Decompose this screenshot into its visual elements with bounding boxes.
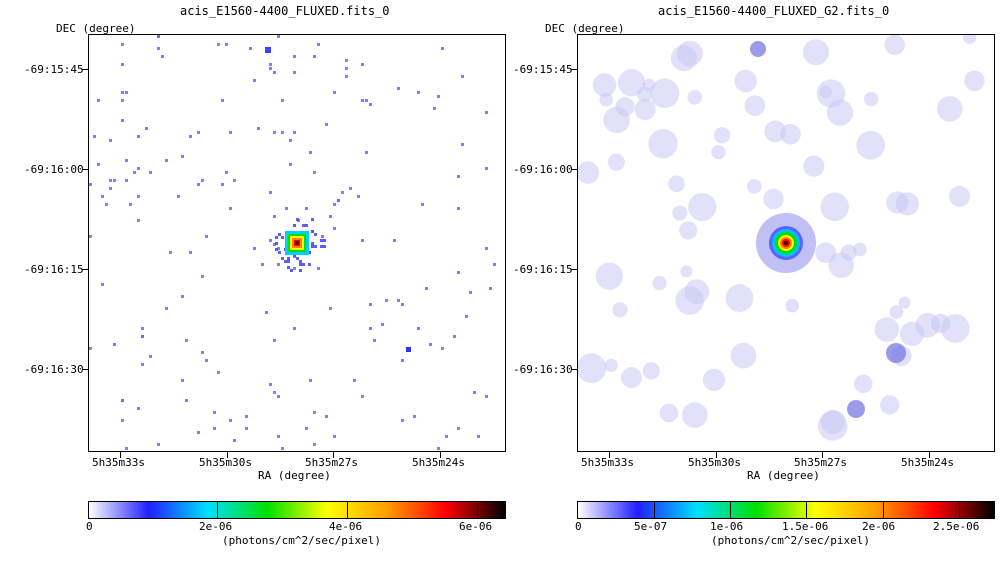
colorbar-tick-label: 6e-06 xyxy=(459,520,493,533)
colorbar-divider xyxy=(959,502,960,518)
tick-mark xyxy=(82,169,88,170)
ra-tick-label: 5h35m27s xyxy=(305,456,358,469)
colorbar-tick-label: 0 xyxy=(575,520,582,533)
ra-tick-label: 5h35m33s xyxy=(92,456,145,469)
tick-mark xyxy=(716,452,717,458)
ra-tick-label: 5h35m30s xyxy=(199,456,252,469)
ra-axis-label: RA (degree) xyxy=(258,469,331,482)
colorbar-divider xyxy=(883,502,884,518)
dec-tick-label: -69:16:00 xyxy=(513,163,573,176)
image-pixels xyxy=(89,35,496,450)
tick-mark xyxy=(571,369,577,370)
tick-mark xyxy=(609,452,610,458)
tick-mark xyxy=(571,269,577,270)
ra-axis-label: RA (degree) xyxy=(747,469,820,482)
fluxed-image-canvas[interactable] xyxy=(88,34,506,452)
colorbar-divider xyxy=(654,502,655,518)
colorbar xyxy=(88,501,506,519)
ra-tick-label: 5h35m27s xyxy=(794,456,847,469)
ra-tick-label: 5h35m30s xyxy=(688,456,741,469)
tick-mark xyxy=(82,269,88,270)
image-title: acis_E1560-4400_FLUXED_G2.fits_0 xyxy=(658,4,890,18)
colorbar-unit-label: (photons/cm^2/sec/pixel) xyxy=(711,534,870,547)
colorbar-tick-label: 1e-06 xyxy=(710,520,744,533)
colorbar-tick-label: 2.5e-06 xyxy=(933,520,980,533)
tick-mark xyxy=(571,69,577,70)
tick-mark xyxy=(227,452,228,458)
tick-mark xyxy=(82,369,88,370)
dec-tick-label: -69:16:00 xyxy=(24,163,84,176)
colorbar-divider xyxy=(477,502,478,518)
tick-mark xyxy=(929,452,930,458)
colorbar-tick-label: 5e-07 xyxy=(634,520,668,533)
colorbar-tick-label: 0 xyxy=(86,520,93,533)
dec-tick-label: -69:16:15 xyxy=(24,263,84,276)
colorbar-tick-label: 4e-06 xyxy=(329,520,363,533)
dec-axis-label: DEC (degree) xyxy=(56,22,136,35)
dec-tick-label: -69:15:45 xyxy=(24,63,84,76)
tick-mark xyxy=(120,452,121,458)
smoothed-image-canvas[interactable] xyxy=(577,34,995,452)
colorbar-tick-label: 2e-06 xyxy=(199,520,233,533)
colorbar-divider xyxy=(730,502,731,518)
tick-mark xyxy=(571,169,577,170)
tick-mark xyxy=(822,452,823,458)
colorbar-divider xyxy=(217,502,218,518)
colorbar-tick-label: 2e-06 xyxy=(862,520,896,533)
tick-mark xyxy=(82,69,88,70)
dec-tick-label: -69:15:45 xyxy=(513,63,573,76)
ra-tick-label: 5h35m33s xyxy=(581,456,634,469)
ra-tick-label: 5h35m24s xyxy=(412,456,465,469)
colorbar-unit-label: (photons/cm^2/sec/pixel) xyxy=(222,534,381,547)
image-pixels xyxy=(578,35,985,441)
image-title: acis_E1560-4400_FLUXED.fits_0 xyxy=(180,4,390,18)
dec-axis-label: DEC (degree) xyxy=(545,22,625,35)
colorbar xyxy=(577,501,995,519)
tick-mark xyxy=(440,452,441,458)
dec-tick-label: -69:16:30 xyxy=(24,363,84,376)
ra-tick-label: 5h35m24s xyxy=(901,456,954,469)
colorbar-divider xyxy=(347,502,348,518)
colorbar-tick-label: 1.5e-06 xyxy=(782,520,829,533)
colorbar-divider xyxy=(806,502,807,518)
tick-mark xyxy=(333,452,334,458)
dec-tick-label: -69:16:15 xyxy=(513,263,573,276)
dec-tick-label: -69:16:30 xyxy=(513,363,573,376)
